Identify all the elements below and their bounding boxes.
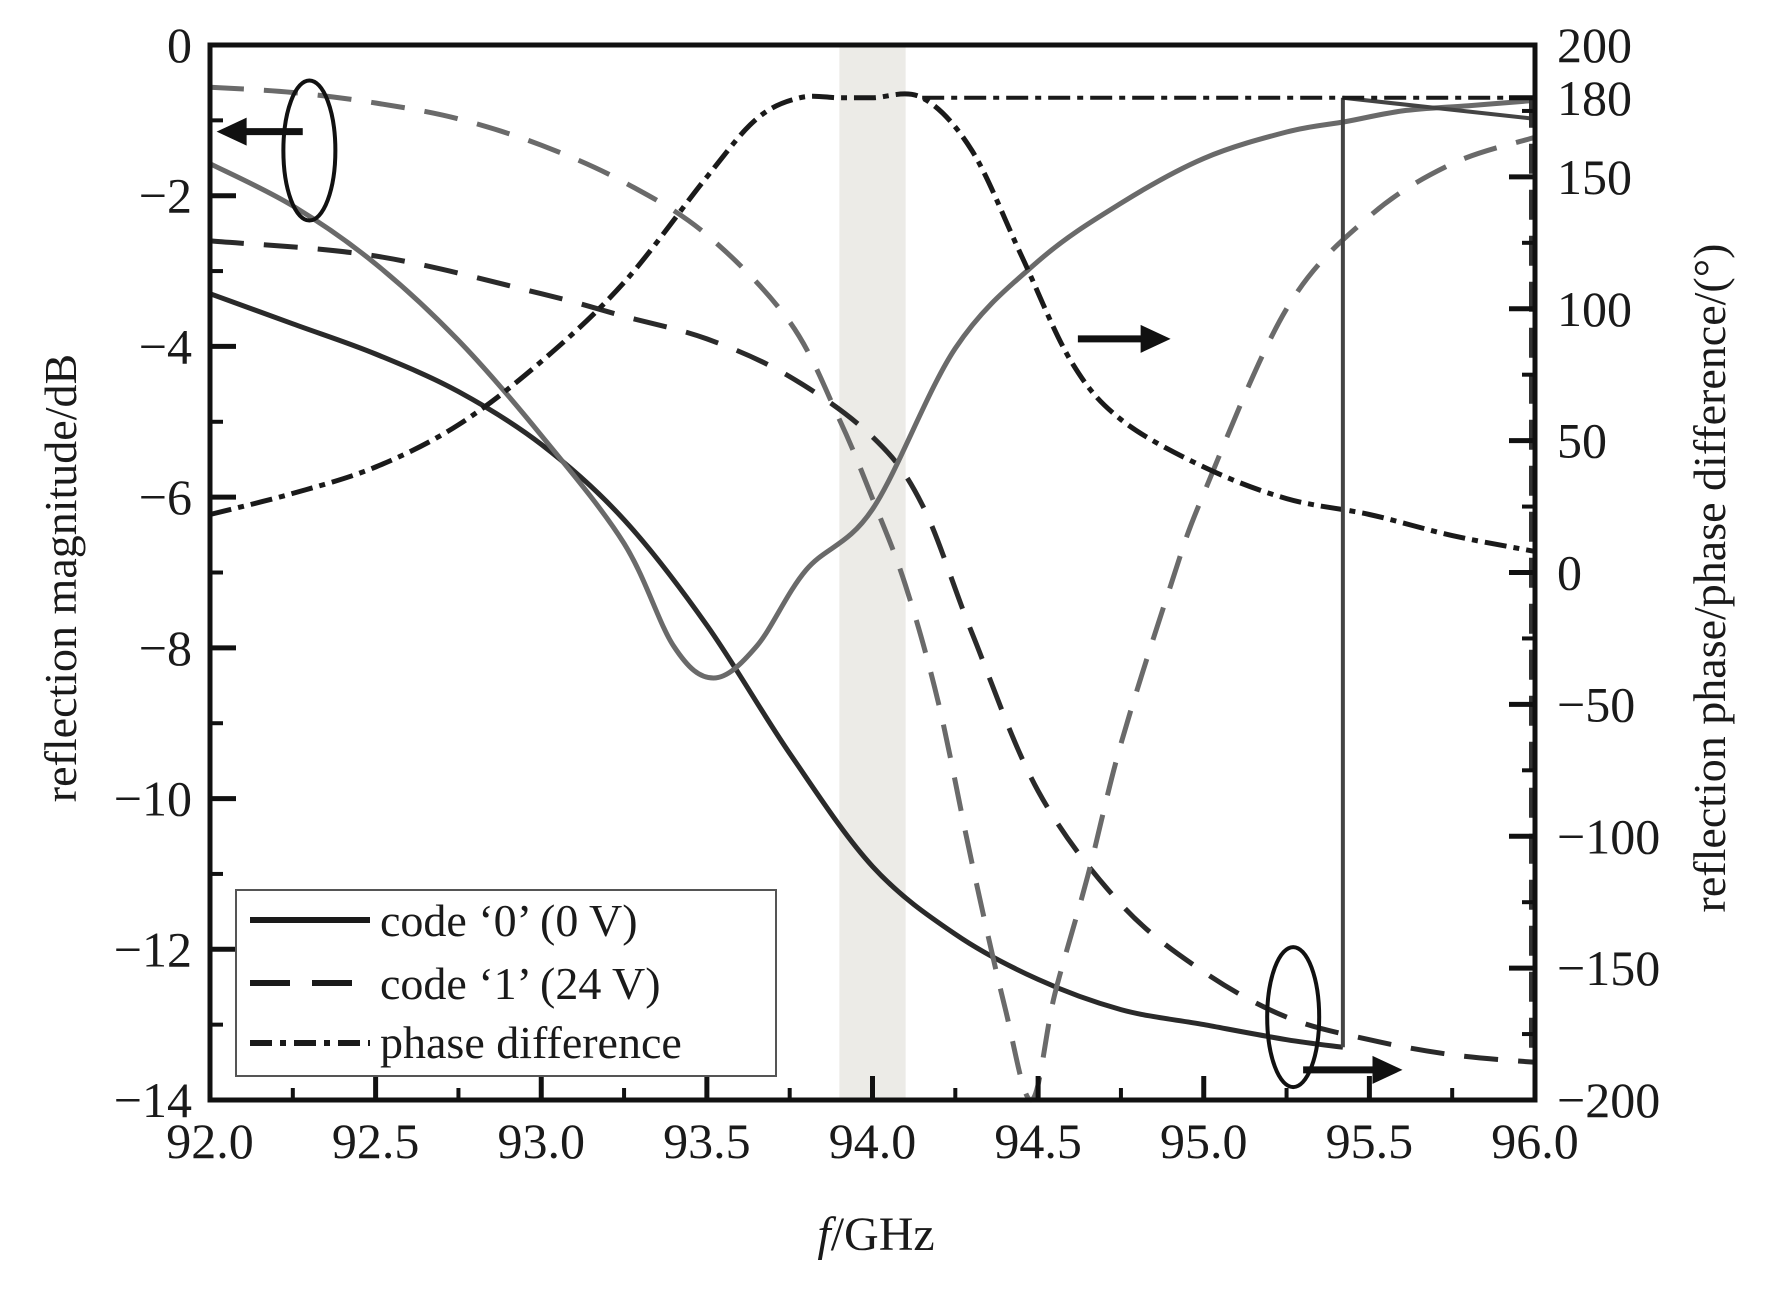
left-axis-marker-ellipse — [281, 78, 338, 223]
series-line-1 — [209, 238, 1536, 1065]
right-axis-marker-ellipse — [1265, 945, 1322, 1090]
y-left-tick-label: 0 — [167, 17, 192, 73]
x-tick-label: 93.0 — [498, 1113, 586, 1169]
x-tick-label: 95.5 — [1326, 1113, 1414, 1169]
y-right-tick-label: 50 — [1557, 413, 1607, 469]
y-left-tick-label: −10 — [114, 771, 192, 827]
series-line-0 — [209, 291, 1344, 1050]
y-axis-right-title: reflection phase/phase difference/(°) — [1684, 244, 1735, 913]
x-tick-label: 93.5 — [663, 1113, 751, 1169]
y-left-tick-label: −8 — [139, 620, 192, 676]
series-line-3 — [209, 84, 1536, 1103]
right-arrow-icon — [1077, 324, 1171, 353]
y-right-tick-label: 0 — [1557, 545, 1582, 601]
y-right-tick-label: 200 — [1557, 17, 1632, 73]
highlight-band — [839, 45, 906, 1100]
x-axis-title: f/GHz — [817, 1208, 934, 1261]
x-tick-label: 94.0 — [829, 1113, 917, 1169]
series-line-2 — [208, 97, 1536, 681]
y-right-tick-label: −100 — [1557, 808, 1660, 864]
legend-label-code0: code ‘0’ (0 V) — [380, 895, 638, 946]
y-left-tick-label: −14 — [114, 1072, 192, 1128]
tick-labels-layer: 92.0 92.5 93.0 93.5 94.0 94.5 95.0 95.5 96.0 0 −2 −… — [114, 17, 1660, 1169]
x-tick-label: 92.0 — [166, 1113, 254, 1169]
x-tick-label: 94.5 — [994, 1113, 1082, 1169]
y-left-tick-label: −2 — [139, 168, 192, 224]
x-tick-label: 95.0 — [1160, 1113, 1248, 1169]
y-right-tick-label: −50 — [1557, 676, 1635, 732]
x-axis-title-rest: /GHz — [831, 1208, 935, 1261]
y-right-tick-label: −200 — [1557, 1072, 1660, 1128]
y-right-tick-label: −150 — [1557, 940, 1660, 996]
y-right-tick-label: 180 — [1557, 70, 1632, 126]
series-line-4 — [209, 91, 1536, 554]
annotation-layer — [216, 78, 1536, 1090]
y-left-tick-label: −6 — [139, 469, 192, 525]
legend-label-phase-diff: phase difference — [380, 1017, 682, 1068]
x-tick-label: 92.5 — [332, 1113, 420, 1169]
phase-wrap-top-code0 — [1342, 95, 1536, 121]
y-left-tick-label: −4 — [139, 318, 192, 374]
left-arrow-icon — [216, 117, 303, 146]
y-axis-left-title: reflection magnitude/dB — [35, 354, 86, 802]
y-right-tick-label: 150 — [1557, 149, 1632, 205]
y-left-tick-label: −12 — [114, 921, 192, 977]
legend-label-code1: code ‘1’ (24 V) — [380, 958, 661, 1009]
right-arrow-icon-lower — [1303, 1055, 1403, 1084]
series-layer — [208, 84, 1536, 1103]
legend: code ‘0’ (0 V) code ‘1’ (24 V) phase dif… — [235, 889, 777, 1077]
y-right-tick-label: 100 — [1557, 281, 1632, 337]
x-tick-label: 96.0 — [1491, 1113, 1579, 1169]
ticks-layer — [207, 42, 1538, 1103]
